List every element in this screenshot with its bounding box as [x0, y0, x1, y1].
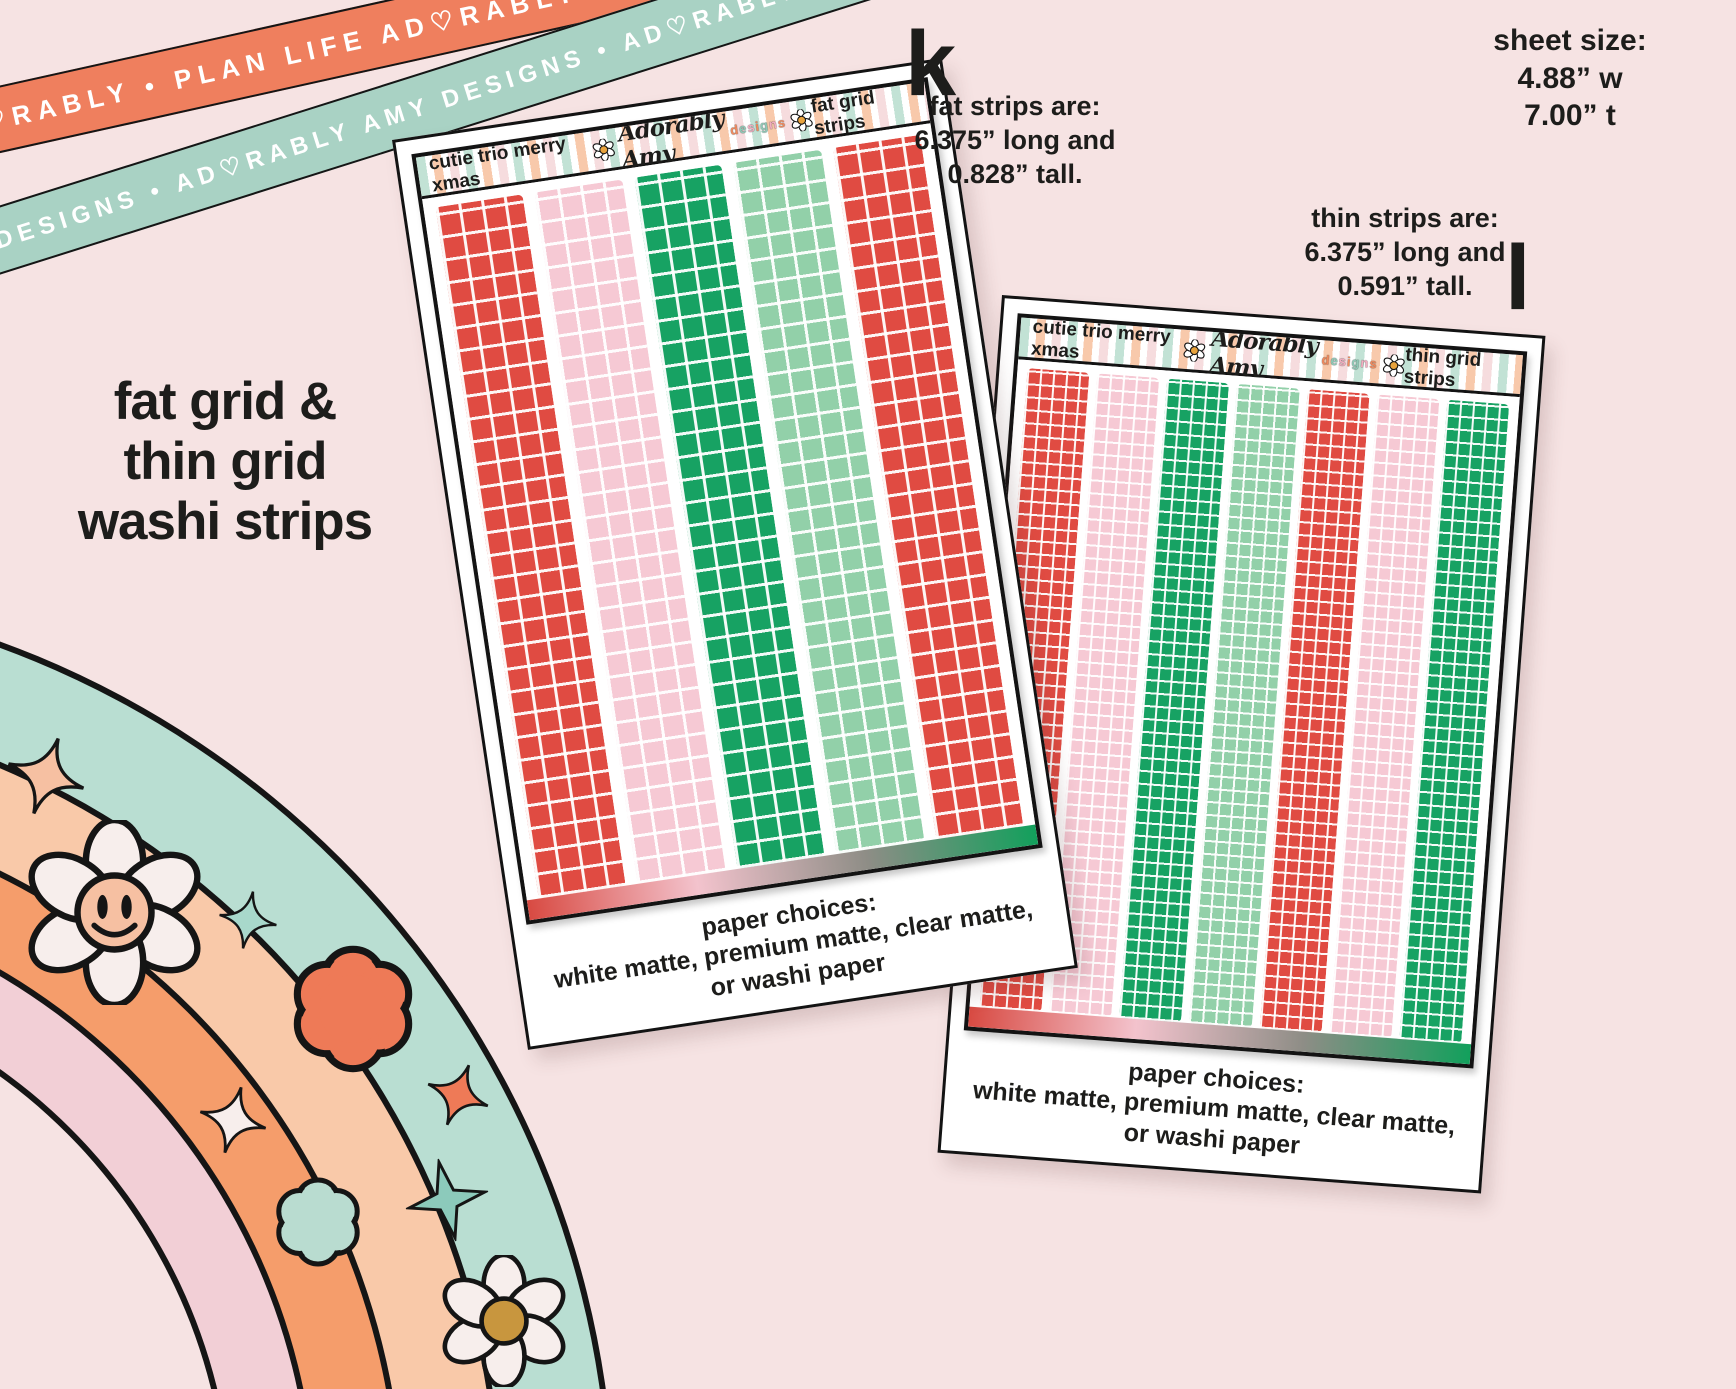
stray-letter-l: l — [1505, 227, 1531, 329]
page-title-line: thin grid — [123, 431, 328, 491]
sheet-header: cutie trio merry xmas Adorably Amy desig… — [415, 81, 931, 200]
sheet-header: cutie trio merry xmas Adorably Amy desig… — [1018, 316, 1523, 398]
sheet-size-line: 4.88” w — [1517, 61, 1623, 95]
sparkle-teal-icon — [219, 891, 277, 949]
thin-strip-line: thin strips are: — [1311, 203, 1499, 233]
rainbow-ring-inner-bg — [0, 973, 227, 1389]
stray-letter-k: k — [905, 13, 957, 115]
sheet-type-label: thin grid strips — [1403, 343, 1483, 391]
fat-strip-line: 6.375” long and — [914, 124, 1116, 155]
flower-mint-icon — [276, 1177, 360, 1267]
thin-strip-line: 0.591” tall. — [1337, 270, 1473, 301]
page-title-line: washi strips — [77, 491, 373, 551]
fat-strip-line: fat strips are: — [929, 91, 1101, 121]
sheet-size-line: sheet size: — [1493, 24, 1647, 57]
daisy-gold-icon — [442, 1255, 566, 1387]
sheet-size-note: sheet size: 4.88” w 7.00” t — [1440, 22, 1700, 135]
page-title-line: fat grid & — [113, 372, 338, 431]
sticker-sheet-print-area: cutie trio merry xmas Adorably Amy desig… — [411, 77, 1043, 925]
brand-sub: designs — [1321, 352, 1379, 372]
flower-coral-icon — [293, 945, 413, 1073]
daisy-logo-icon — [790, 108, 813, 132]
thin-grid-sticker-sheet: cutie trio merry xmas Adorably Amy desig… — [937, 295, 1546, 1194]
sheet-size-line: 7.00” t — [1524, 99, 1616, 132]
washi-strips-area — [422, 123, 1036, 900]
brand-sub: designs — [729, 114, 787, 138]
sparkle-white-icon — [199, 1086, 267, 1154]
sticker-sheet-print-area: cutie trio merry xmas Adorably Amy desig… — [963, 313, 1528, 1069]
thin-strip-line: 6.375” long and — [1304, 236, 1506, 267]
daisy-logo-icon — [1382, 353, 1405, 377]
fat-strip-line: 0.828” tall. — [947, 158, 1083, 189]
sparkle-peach-icon — [7, 737, 85, 815]
fat-strip-dimensions-note: fat strips are: 6.375” long and 0.828” t… — [885, 90, 1145, 191]
thin-strip-dimensions-note: thin strips are: 6.375” long and 0.591” … — [1275, 202, 1535, 303]
daisy-smiley-icon — [28, 820, 201, 1005]
fat-grid-sticker-sheet: cutie trio merry xmas Adorably Amy desig… — [392, 57, 1078, 1050]
daisy-logo-icon — [592, 137, 616, 161]
brand-logo: Adorably Amy designs — [589, 91, 816, 177]
star-teal-icon — [403, 1156, 491, 1244]
rainbow-ring-outline — [0, 967, 233, 1389]
page-title: fat grid & thin grid washi strips — [30, 372, 420, 552]
daisy-logo-icon — [1183, 338, 1206, 362]
brand-logo: Adorably Amy designs — [1182, 322, 1407, 392]
sparkle-coral-icon — [427, 1064, 489, 1126]
